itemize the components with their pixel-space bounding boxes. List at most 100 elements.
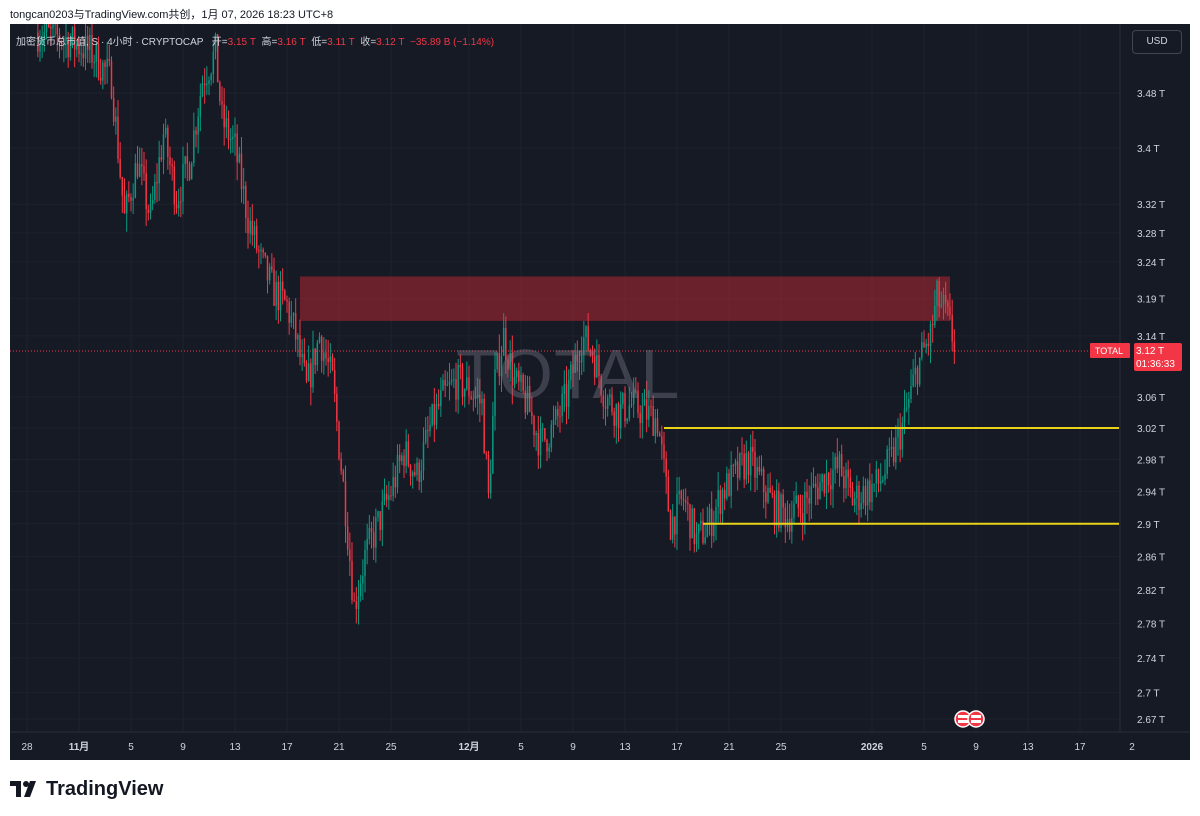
us-flag-icon[interactable] [967,710,985,728]
candle-body [164,127,167,135]
candle-body [84,35,87,59]
candle-body [730,465,732,496]
candle-body [513,377,516,386]
candle-body [314,348,316,366]
candle-body [78,44,80,55]
candle-body [628,405,631,419]
y-tick-label: 2.67 T [1137,715,1165,726]
candle-body [383,493,386,502]
candle-body [459,364,462,368]
candle-body [780,494,782,528]
candle-body [645,399,648,420]
candle-body [492,416,494,474]
candle-body [682,498,685,501]
candle-body [247,217,249,234]
candle-body [472,398,475,400]
candle-body [814,483,817,488]
candle-body [836,456,839,469]
candle-body [448,381,451,385]
candle-body [548,447,550,452]
candle-body [522,374,524,391]
candle-body [570,364,572,381]
candle-body [104,62,106,68]
x-tick-label: 17 [1074,742,1086,753]
candle-body [132,197,134,201]
candle-body [238,153,241,163]
candle-body [596,354,598,378]
candle-body [483,399,485,454]
currency-button[interactable]: USD [1132,30,1182,54]
candle-body [457,364,459,400]
price-tag-value: 3.12 T [1136,346,1164,357]
low-label: 低= [311,37,328,48]
candle-body [125,193,128,214]
candle-body [437,403,440,406]
y-tick-label: 2.9 T [1137,520,1160,531]
symbol-title[interactable]: 加密货币总市值, S · 4小时 · CRYPTOCAP [16,37,204,48]
tradingview-logo-icon [10,781,36,797]
candle-body [470,396,472,399]
candle-body [520,374,522,382]
candle-body [580,354,583,363]
flag-stripe [958,715,968,718]
candle-body [782,494,784,508]
chart-canvas[interactable]: 3.48 T 3.4 T 3.32 T 3.28 T 3.24 T 3.19 T 3.14 … [10,24,1190,760]
chart-panel[interactable]: 3.48 T 3.4 T 3.32 T 3.28 T 3.24 T 3.19 T 3.14 … [10,24,1190,760]
candle-body [424,429,427,443]
candle-body [379,511,381,530]
candle-body [509,353,511,370]
candle-body [901,422,904,450]
candle-body [193,130,195,164]
candle-body [184,156,186,164]
candle-body [453,379,455,381]
candle-body [316,342,319,366]
candle-body [329,356,332,363]
candle-body [99,77,102,81]
candle-body [819,482,821,500]
candle-body [890,446,893,450]
candle-body [760,468,763,472]
candle-body [377,511,379,518]
candle-body [236,133,238,163]
candle-body [342,471,345,482]
candle-body [240,153,243,190]
flag-stripe [971,720,981,723]
candle-body [73,27,76,50]
candle-body [47,24,50,28]
candle-body [474,396,477,400]
candle-body [784,507,787,528]
candle-body [214,34,217,52]
candle-body [271,266,273,270]
y-tick-label: 2.98 T [1137,455,1165,466]
flag-stripe [971,715,981,718]
candle-body [340,458,342,472]
candle-body [507,359,509,370]
candle-body [689,504,691,539]
candle-body [266,255,269,281]
candle-body [50,27,52,29]
candle-body [112,98,115,122]
candle-body [866,480,869,506]
x-tick-label: 2 [1129,742,1135,753]
candle-body [327,358,329,363]
candle-body [498,353,501,377]
candle-body [676,493,678,535]
candle-body [65,37,67,42]
candle-body [804,491,806,524]
candle-body [626,418,628,422]
candle-body [585,326,587,338]
candle-body [931,324,934,326]
candle-body [169,157,171,165]
candle-body [110,61,113,99]
candle-body [310,363,312,388]
candle-body [463,389,466,397]
candle-body [541,428,544,430]
candle-body [407,441,410,466]
candle-body [914,367,917,375]
tradingview-brand[interactable]: TradingView [10,776,163,802]
low-value: 3.11 T [327,37,355,48]
candle-body [669,511,672,540]
candle-body [767,487,769,503]
candle-body [232,137,234,139]
x-tick-label: 11月 [69,741,90,753]
